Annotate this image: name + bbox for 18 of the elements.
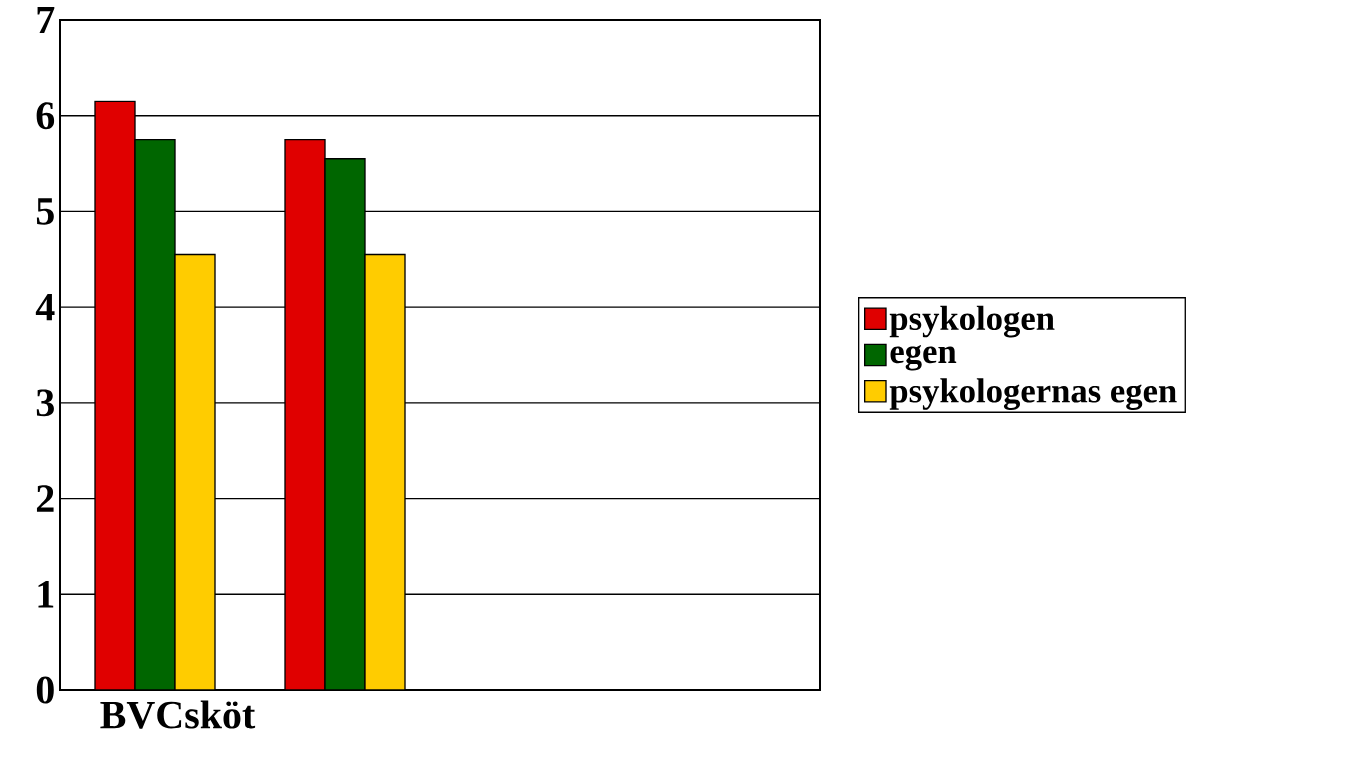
- y-tick-label: 5: [36, 198, 54, 225]
- y-tick-label: 6: [36, 102, 55, 130]
- y-tick-label: 7: [37, 6, 55, 34]
- bar: [364, 253, 406, 690]
- y-tick-label: 0: [36, 676, 54, 704]
- bar: [284, 138, 326, 690]
- y-tick-label: 3: [36, 389, 54, 417]
- bar: [174, 253, 216, 690]
- y-tick-label: 4: [35, 293, 55, 321]
- legend-label: psykologernas egen: [889, 378, 1177, 410]
- bar: [324, 158, 366, 690]
- x-tick-label: BVCsköt: [100, 700, 256, 729]
- legend-label: egen: [890, 345, 957, 371]
- bar: [94, 100, 136, 690]
- legend-label: psykologen: [889, 305, 1055, 338]
- bar: [134, 138, 176, 690]
- y-tick-label: 1: [38, 581, 54, 608]
- y-tick-label: 2: [36, 485, 54, 512]
